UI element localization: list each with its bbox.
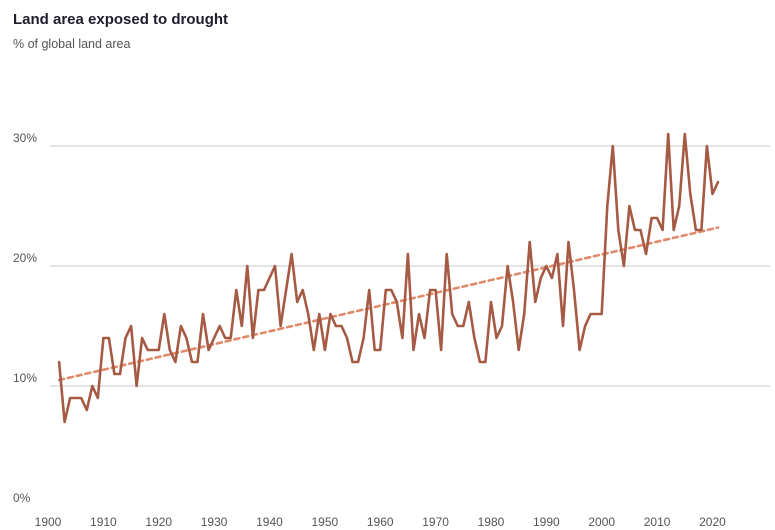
x-tick-label-2020: 2020 (699, 515, 726, 529)
x-tick-label-2010: 2010 (644, 515, 671, 529)
drought-series-line (57, 132, 720, 424)
y-tick-label-10: 10% (13, 371, 37, 385)
x-tick-label-1900: 1900 (35, 515, 62, 529)
x-tick-label-1980: 1980 (478, 515, 505, 529)
x-tick-label-1920: 1920 (145, 515, 172, 529)
y-tick-label-20: 20% (13, 251, 37, 265)
x-tick-label-1960: 1960 (367, 515, 394, 529)
x-tick-label-1940: 1940 (256, 515, 283, 529)
chart-subtitle: % of global land area (13, 37, 131, 51)
chart-title: Land area exposed to drought (13, 11, 229, 28)
x-tick-label-2000: 2000 (588, 515, 615, 529)
x-tick-label-1990: 1990 (533, 515, 560, 529)
y-tick-label-30: 30% (13, 131, 37, 145)
x-tick-label-1910: 1910 (90, 515, 117, 529)
trend-line (57, 226, 720, 382)
y-tick-label-0: 0% (13, 491, 31, 505)
x-tick-label-1950: 1950 (312, 515, 339, 529)
x-tick-label-1930: 1930 (201, 515, 228, 529)
x-tick-label-1970: 1970 (422, 515, 449, 529)
